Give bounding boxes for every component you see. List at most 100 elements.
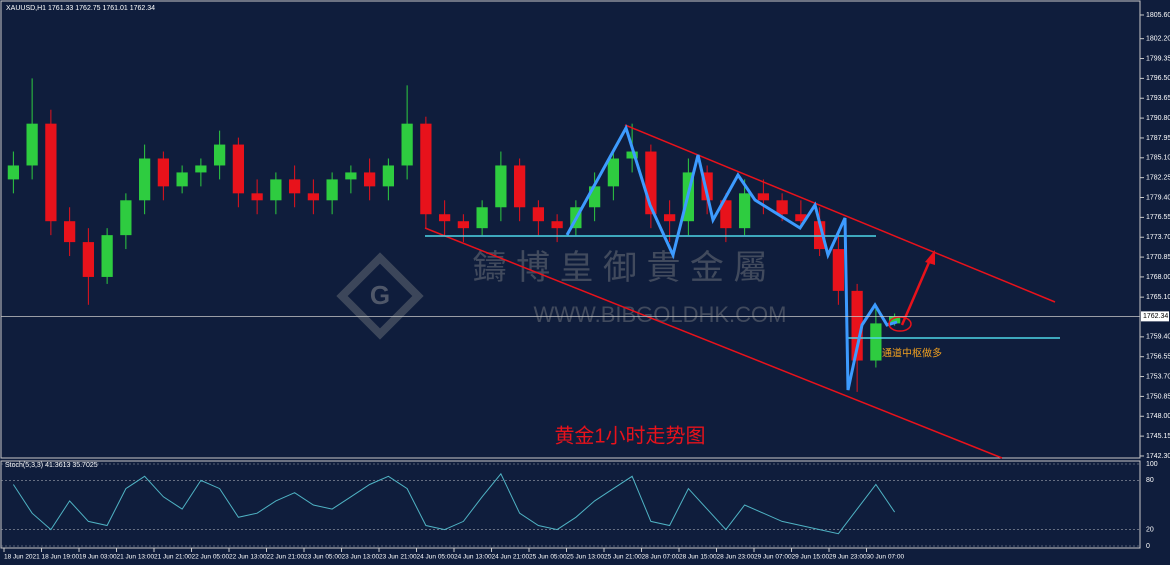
chart-title: 黄金1小时走势图 bbox=[554, 424, 705, 447]
candle-body bbox=[814, 221, 826, 250]
candle-body bbox=[664, 214, 676, 222]
y-tick-label: 1782.25 bbox=[1146, 175, 1170, 182]
candle-body bbox=[514, 165, 526, 208]
y-tick-label: 1793.65 bbox=[1146, 95, 1170, 102]
candle-body bbox=[82, 242, 94, 277]
candle-body bbox=[495, 165, 507, 208]
x-tick-label: 25 Jun 21:00 bbox=[604, 554, 642, 561]
arrow-shaft bbox=[900, 259, 932, 326]
candle-body bbox=[832, 249, 844, 291]
x-tick-label: 22 Jun 21:00 bbox=[267, 554, 305, 561]
x-tick-label: 25 Jun 05:00 bbox=[529, 554, 567, 561]
arrow-head bbox=[925, 250, 935, 265]
y-tick-label: 1799.35 bbox=[1146, 55, 1170, 62]
x-tick-label: 22 Jun 13:00 bbox=[229, 554, 267, 561]
main-frame bbox=[0, 0, 1141, 459]
y-tick-label: 1759.40 bbox=[1146, 334, 1170, 341]
y-tick-label: 1776.55 bbox=[1146, 214, 1170, 221]
candle-body bbox=[326, 179, 338, 201]
candle-body bbox=[45, 123, 57, 222]
candle-body bbox=[101, 235, 113, 277]
candle-body bbox=[889, 316, 901, 324]
x-tick-label: 25 Jun 13:00 bbox=[567, 554, 605, 561]
candle-body bbox=[176, 172, 188, 187]
candle-body bbox=[776, 200, 788, 215]
highlight-ring bbox=[888, 316, 912, 332]
stoch-frame bbox=[0, 460, 1141, 549]
watermark-url: WWW.BIBGOLDHK.COM bbox=[534, 302, 787, 327]
y-tick-label: 1790.80 bbox=[1146, 115, 1170, 122]
x-tick-label: 24 Jun 13:00 bbox=[454, 554, 492, 561]
candle-body bbox=[795, 214, 807, 222]
stoch-line bbox=[12, 472, 896, 535]
candle-body bbox=[607, 158, 619, 187]
y-tick-label: 1796.50 bbox=[1146, 75, 1170, 82]
candle-body bbox=[420, 123, 432, 215]
candle-body bbox=[457, 221, 469, 229]
channel-upper bbox=[624, 124, 1056, 303]
x-tick-label: 18 Jun 2021 bbox=[4, 554, 40, 561]
candle-body bbox=[214, 144, 226, 166]
candle-body bbox=[476, 207, 488, 229]
channel-lower bbox=[424, 227, 1003, 459]
x-tick-label: 28 Jun 07:00 bbox=[642, 554, 680, 561]
candle-body bbox=[401, 123, 413, 166]
header: XAUUSD,H1 1761.33 1762.75 1761.01 1762.3… bbox=[6, 5, 155, 12]
candle-body bbox=[645, 151, 657, 215]
x-tick-label: 22 Jun 05:00 bbox=[192, 554, 230, 561]
y-tick-label: 1753.70 bbox=[1146, 373, 1170, 380]
current-price-box bbox=[1141, 311, 1169, 322]
y-tick-label: 1765.10 bbox=[1146, 294, 1170, 301]
watermark-logo bbox=[336, 252, 424, 340]
candle-body bbox=[307, 193, 319, 201]
candle-body bbox=[757, 193, 769, 201]
x-tick-label: 18 Jun 19:00 bbox=[42, 554, 80, 561]
candle-body bbox=[851, 290, 863, 361]
candle-body bbox=[532, 207, 544, 222]
stoch-tick-label: 20 bbox=[1146, 526, 1154, 533]
x-tick-label: 24 Jun 05:00 bbox=[417, 554, 455, 561]
candle-body bbox=[439, 214, 451, 222]
x-tick-label: 29 Jun 23:00 bbox=[829, 554, 867, 561]
candle-body bbox=[232, 144, 244, 194]
stoch-tick-label: 80 bbox=[1146, 477, 1154, 484]
y-tick-label: 1785.10 bbox=[1146, 155, 1170, 162]
x-tick-label: 29 Jun 15:00 bbox=[792, 554, 830, 561]
candle-body bbox=[26, 123, 38, 166]
current-price-label: 1762.34 bbox=[1143, 313, 1168, 320]
y-tick-label: 1770.85 bbox=[1146, 254, 1170, 261]
wave-zigzag bbox=[565, 124, 898, 391]
candle-body bbox=[701, 172, 713, 201]
candle-body bbox=[626, 151, 638, 159]
x-tick-label: 29 Jun 07:00 bbox=[754, 554, 792, 561]
x-tick-label: 23 Jun 05:00 bbox=[304, 554, 342, 561]
x-tick-label: 19 Jun 03:00 bbox=[79, 554, 117, 561]
candle-body bbox=[120, 200, 132, 236]
stoch-tick-label: 100 bbox=[1146, 461, 1158, 468]
x-tick-label: 28 Jun 15:00 bbox=[679, 554, 717, 561]
candle-body bbox=[195, 165, 207, 173]
candle-body bbox=[589, 186, 601, 208]
stoch-tick-label: 0 bbox=[1146, 543, 1150, 550]
candle-body bbox=[251, 193, 263, 201]
y-tick-label: 1779.40 bbox=[1146, 194, 1170, 201]
candle-body bbox=[551, 221, 563, 229]
candle-body bbox=[739, 193, 751, 229]
y-tick-label: 1768.00 bbox=[1146, 274, 1170, 281]
y-tick-label: 1773.70 bbox=[1146, 234, 1170, 241]
candle-body bbox=[382, 165, 394, 187]
candle-body bbox=[720, 200, 732, 229]
watermark: 鑄 博 皇 御 貴 金 屬 bbox=[473, 249, 768, 287]
watermark-logo-letter: G bbox=[370, 280, 390, 310]
y-tick-label: 1805.60 bbox=[1146, 12, 1170, 19]
y-tick-label: 1745.15 bbox=[1146, 433, 1170, 440]
x-tick-label: 28 Jun 23:00 bbox=[717, 554, 755, 561]
candle-body bbox=[157, 158, 169, 187]
y-tick-label: 1756.55 bbox=[1146, 354, 1170, 361]
y-tick-label: 1750.85 bbox=[1146, 393, 1170, 400]
y-tick-label: 1787.95 bbox=[1146, 135, 1170, 142]
candle-body bbox=[364, 172, 376, 187]
x-tick-label: 21 Jun 13:00 bbox=[117, 554, 155, 561]
candle-body bbox=[64, 221, 76, 243]
